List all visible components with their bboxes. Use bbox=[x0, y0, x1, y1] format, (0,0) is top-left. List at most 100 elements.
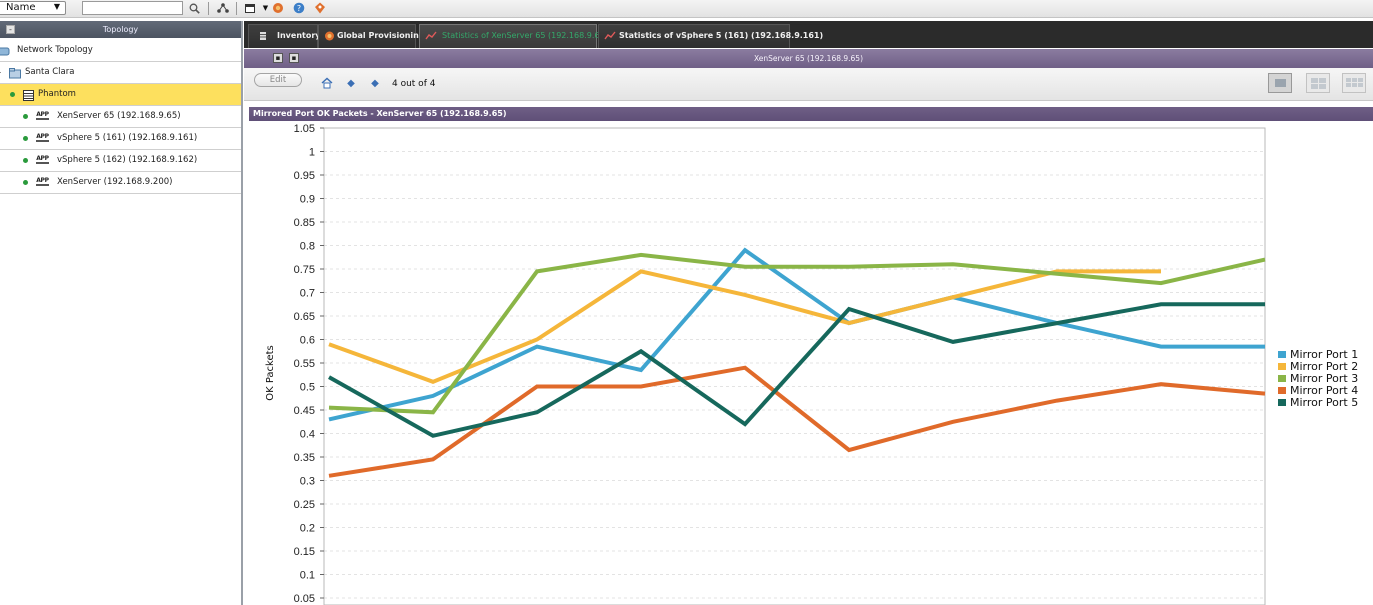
plot-frame bbox=[323, 127, 1266, 605]
tree-item-phantom[interactable]: Phantom bbox=[0, 84, 241, 106]
legend-label: Mirror Port 2 bbox=[1290, 360, 1358, 373]
series-line bbox=[328, 247, 1265, 422]
chevron-down-icon[interactable]: ▼ bbox=[262, 4, 269, 12]
edit-button[interactable]: Edit bbox=[254, 73, 302, 87]
y-tick-label: 0.3 bbox=[300, 476, 315, 488]
y-tick-label: 0.1 bbox=[300, 570, 315, 582]
search-field-select-value: Name bbox=[6, 2, 36, 13]
site-folder-icon bbox=[9, 67, 21, 79]
status-ok-icon bbox=[23, 158, 28, 163]
tree-item-vsphere-161[interactable]: APP vSphere 5 (161) (192.168.9.161) bbox=[0, 128, 241, 150]
app-icon: APP bbox=[36, 111, 49, 120]
tab-strip: Inventory Global Provisioning Statistics… bbox=[244, 21, 1373, 48]
page-count: 4 out of 4 bbox=[392, 79, 436, 89]
y-tick-label: 0.85 bbox=[294, 217, 315, 229]
tree-item-xenserver-200[interactable]: APP XenServer (192.168.9.200) bbox=[0, 172, 241, 194]
chart-series bbox=[328, 247, 1266, 478]
legend-swatch bbox=[1278, 375, 1286, 382]
tab-statistics-vsphere-161[interactable]: Statistics of vSphere 5 (161) (192.168.9… bbox=[598, 24, 823, 48]
tree-item-label: vSphere 5 (162) (192.168.9.162) bbox=[57, 155, 198, 165]
status-ok-icon bbox=[10, 92, 15, 97]
alert-tag-icon[interactable] bbox=[312, 1, 327, 15]
y-tick-label: 0.75 bbox=[294, 264, 315, 276]
export-icon[interactable]: ▪ bbox=[289, 53, 299, 63]
series-line bbox=[328, 252, 1266, 415]
expand-icon[interactable]: ▸ bbox=[0, 62, 1, 76]
tree-item-label: Network Topology bbox=[17, 45, 93, 55]
legend-swatch bbox=[1278, 351, 1286, 358]
search-field-select[interactable]: Name ▼ bbox=[0, 1, 66, 15]
y-axis-ticks: 1.05 1 0.95 0.9 0.85 0.8 0.75 0.7 0.65 0.6 0.55 0.5… bbox=[294, 123, 324, 605]
legend-label: Mirror Port 1 bbox=[1290, 348, 1358, 361]
chevron-down-icon: ▼ bbox=[53, 2, 60, 11]
tree-item-label: Santa Clara bbox=[25, 67, 75, 77]
provisioning-icon[interactable] bbox=[270, 1, 285, 15]
y-tick-label: 0.2 bbox=[300, 523, 315, 535]
y-tick-label: 0.5 bbox=[300, 382, 315, 394]
tab-label: Statistics of vSphere 5 (161) (192.168.9… bbox=[619, 31, 824, 40]
topology-panel-header: - Topology bbox=[0, 21, 241, 38]
arrow-left-icon[interactable]: ◆ bbox=[347, 78, 355, 89]
legend-swatch bbox=[1278, 363, 1286, 370]
grid-view-button[interactable] bbox=[1342, 73, 1366, 93]
toolbar-divider bbox=[208, 2, 209, 15]
statistics-icon bbox=[604, 25, 617, 56]
single-view-button[interactable] bbox=[1268, 73, 1292, 93]
navigation-bar: Edit ◆ ◆ 4 out of 4 bbox=[244, 68, 1373, 101]
tab-inventory[interactable]: Inventory bbox=[248, 24, 321, 48]
tab-statistics-xenserver-65[interactable]: Statistics of XenServer 65 (192.168.9.65… bbox=[419, 24, 608, 48]
y-tick-label: 0.45 bbox=[294, 405, 315, 417]
y-tick-label: 0.7 bbox=[300, 288, 315, 300]
topology-tree-icon[interactable] bbox=[215, 1, 230, 15]
topology-panel: - Topology Network Topology ▸ Santa Clar… bbox=[0, 21, 243, 605]
y-axis-title: OK Packets bbox=[265, 345, 276, 401]
status-ok-icon bbox=[23, 136, 28, 141]
y-tick-label: 0.55 bbox=[294, 358, 315, 370]
quad-view-button[interactable] bbox=[1306, 73, 1330, 93]
tab-label: Inventory bbox=[277, 31, 321, 40]
tree-item-network-topology[interactable]: Network Topology bbox=[0, 40, 241, 62]
toolbar-divider bbox=[236, 2, 237, 15]
collapse-icon[interactable]: - bbox=[6, 25, 15, 34]
status-ok-icon bbox=[23, 180, 28, 185]
search-icon[interactable] bbox=[187, 1, 202, 15]
y-tick-label: 0.4 bbox=[300, 429, 315, 441]
chart-grid bbox=[324, 127, 1265, 599]
legend-label: Mirror Port 3 bbox=[1290, 372, 1358, 385]
y-tick-label: 0.15 bbox=[294, 546, 315, 558]
app-icon: APP bbox=[36, 155, 49, 164]
help-icon[interactable]: ? bbox=[291, 1, 306, 15]
host-icon bbox=[23, 89, 34, 101]
home-icon[interactable] bbox=[320, 77, 334, 91]
provisioning-icon bbox=[324, 25, 335, 56]
main-toolbar: Name ▼ ▼ ? bbox=[0, 0, 1373, 18]
tree-item-santa-clara[interactable]: ▸ Santa Clara bbox=[0, 62, 241, 84]
arrow-right-icon[interactable]: ◆ bbox=[371, 78, 379, 89]
ok-packets-chart: 1.05 1 0.95 0.9 0.85 0.8 0.75 0.7 0.65 0.6 0.55 0.5… bbox=[249, 121, 1373, 605]
svg-text:?: ? bbox=[296, 4, 300, 13]
search-input[interactable] bbox=[82, 1, 183, 15]
tree-item-xenserver-65[interactable]: APP XenServer 65 (192.168.9.65) bbox=[0, 106, 241, 128]
tree-item-vsphere-162[interactable]: APP vSphere 5 (162) (192.168.9.162) bbox=[0, 150, 241, 172]
cloud-icon bbox=[0, 45, 10, 56]
inventory-icon bbox=[258, 25, 268, 56]
tree-item-label: XenServer 65 (192.168.9.65) bbox=[57, 111, 181, 121]
y-tick-label: 0.05 bbox=[294, 593, 315, 605]
tree-item-label: XenServer (192.168.9.200) bbox=[57, 177, 173, 187]
context-title: XenServer 65 (192.168.9.65) bbox=[753, 54, 864, 63]
calendar-icon[interactable] bbox=[242, 1, 257, 15]
legend-label: Mirror Port 5 bbox=[1290, 396, 1358, 409]
statistics-icon bbox=[425, 25, 438, 56]
tab-global-provisioning[interactable]: Global Provisioning bbox=[318, 24, 425, 48]
y-tick-label: 0.65 bbox=[294, 311, 315, 323]
y-tick-label: 0.9 bbox=[300, 194, 315, 206]
save-icon[interactable]: ▪ bbox=[273, 53, 283, 63]
app-icon: APP bbox=[36, 133, 49, 142]
tab-label: Global Provisioning bbox=[337, 31, 425, 40]
app-icon: APP bbox=[36, 177, 49, 186]
y-tick-label: 0.6 bbox=[300, 335, 315, 347]
context-title-bar: ▪ ▪ XenServer 65 (192.168.9.65) bbox=[244, 49, 1373, 68]
tree-item-label: vSphere 5 (161) (192.168.9.161) bbox=[57, 133, 198, 143]
topology-panel-title: Topology bbox=[102, 25, 139, 34]
